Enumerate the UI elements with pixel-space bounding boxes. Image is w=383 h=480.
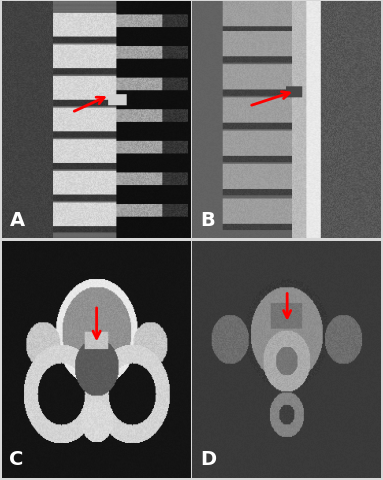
Text: C: C — [10, 449, 24, 468]
Text: B: B — [200, 210, 215, 229]
Text: A: A — [10, 210, 25, 229]
Text: D: D — [200, 449, 216, 468]
